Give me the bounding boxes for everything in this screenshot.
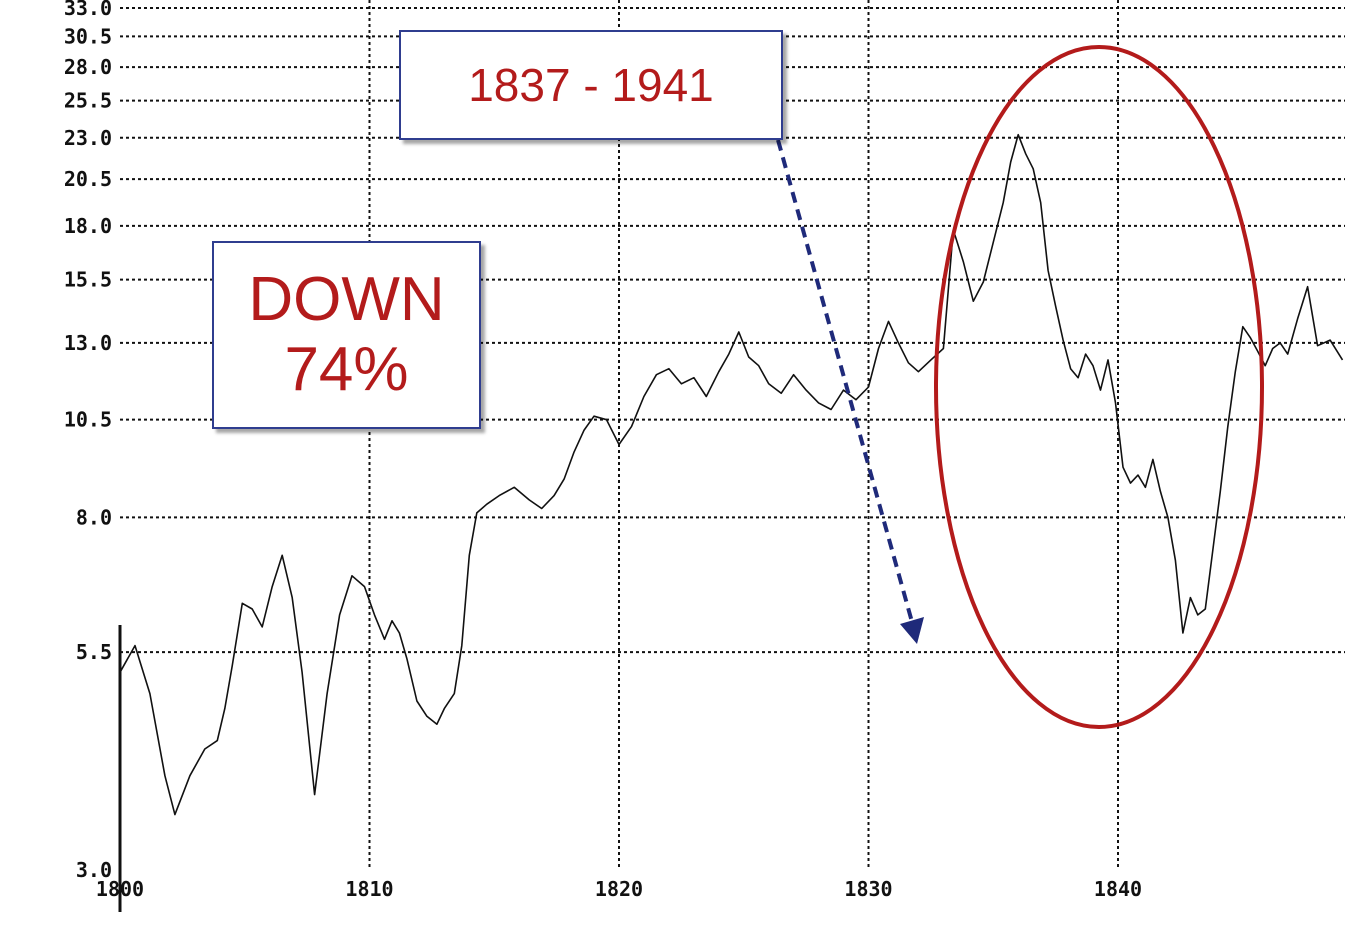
y-tick-label: 28.0 xyxy=(64,55,112,79)
arrow-line xyxy=(776,139,914,623)
period-annotation-box: 1837 - 1941 xyxy=(399,30,783,140)
decline-label-word: DOWN xyxy=(248,265,445,334)
decline-annotation-box: DOWN 74% xyxy=(212,241,481,429)
x-tick-label: 1830 xyxy=(844,877,892,901)
y-tick-label: 18.0 xyxy=(64,214,112,238)
y-tick-label: 8.0 xyxy=(76,505,112,529)
y-tick-label: 30.5 xyxy=(64,24,112,48)
highlight-ellipse xyxy=(934,45,1264,729)
period-label: 1837 - 1941 xyxy=(468,59,714,111)
overlay-layer xyxy=(776,45,1264,729)
series-layer xyxy=(119,133,1344,816)
x-tick-label: 1840 xyxy=(1094,877,1142,901)
y-tick-label: 5.5 xyxy=(76,640,112,664)
x-tick-label: 1800 xyxy=(96,877,144,901)
arrow-head xyxy=(900,617,924,644)
series-line xyxy=(119,133,1344,816)
y-tick-label: 23.0 xyxy=(64,126,112,150)
x-tick-label: 1810 xyxy=(345,877,393,901)
y-tick-label: 13.0 xyxy=(64,331,112,355)
y-tick-label: 10.5 xyxy=(64,408,112,432)
y-tick-label: 15.5 xyxy=(64,268,112,292)
y-tick-label: 3.0 xyxy=(76,858,112,882)
x-tick-labels: 1800 1810 1820 1830 1840 xyxy=(96,877,1142,901)
y-tick-label: 20.5 xyxy=(64,167,112,191)
y-tick-labels: 33.0 30.5 28.0 25.5 23.0 20.5 18.0 15.5 13.0 10.5… xyxy=(64,0,112,882)
y-tick-label: 33.0 xyxy=(64,0,112,20)
decline-label-percent: 74% xyxy=(284,335,409,404)
y-tick-label: 25.5 xyxy=(64,89,112,113)
x-tick-label: 1820 xyxy=(595,877,643,901)
